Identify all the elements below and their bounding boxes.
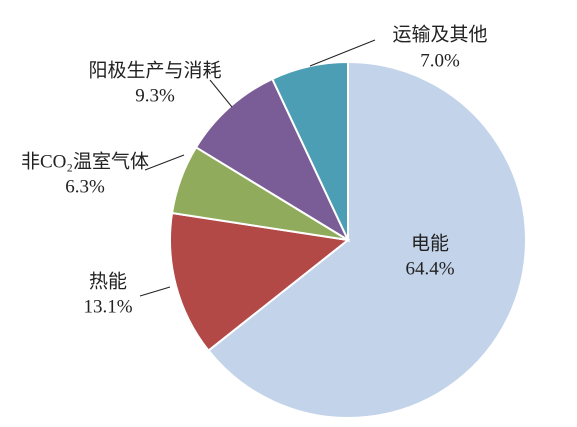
value-label: 9.3% — [135, 85, 175, 106]
slice-label: 运输及其他 — [392, 23, 487, 45]
pie-slice — [207, 60, 527, 419]
pie-slice — [169, 211, 351, 352]
leader-line — [209, 79, 233, 108]
value-label: 64.4% — [405, 258, 454, 279]
value-label: 13.1% — [83, 296, 132, 317]
pie-slice — [270, 60, 349, 241]
slice-label: 热能 — [89, 270, 127, 292]
slice-label: 阳极生产与消耗 — [88, 59, 221, 81]
value-label: 6.3% — [65, 176, 105, 197]
slice-label: 电能 — [411, 232, 449, 254]
value-label: 7.0% — [420, 50, 460, 71]
leader-line — [144, 154, 185, 171]
slice-label: 非CO₂温室气体 — [21, 150, 149, 172]
leader-line — [139, 286, 171, 297]
pie-slice — [194, 77, 351, 243]
leader-line — [309, 39, 376, 67]
